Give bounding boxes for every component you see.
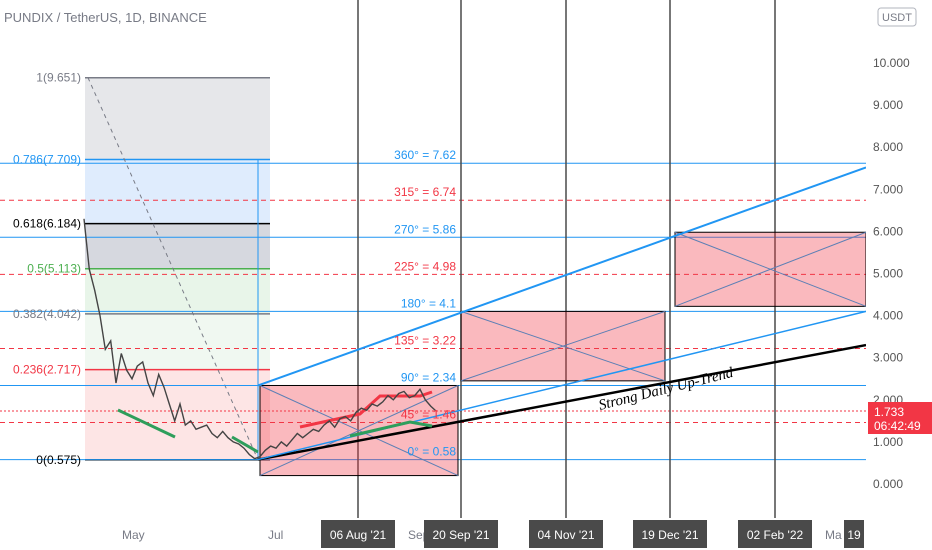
support-segment [231,435,259,454]
fib-zone [85,77,270,160]
date-marker-label: 04 Nov '21 [538,528,595,542]
fib-diagonal [87,77,259,460]
time-tick-label: Ma [825,528,842,542]
date-marker-label: 02 Feb '22 [747,528,804,542]
date-marker-label: 19 [847,528,861,542]
price-tick-label: 9.000 [873,98,903,112]
current-price-tag [868,402,932,434]
gann-label: 360° = 7.62 [394,148,456,162]
chart-title: PUNDIX / TetherUS, 1D, BINANCE [4,10,207,25]
price-tick-label: 0.000 [873,477,903,491]
support-segment [117,408,176,439]
countdown: 06:42:49 [874,419,921,433]
currency-badge-box[interactable] [877,7,917,27]
gann-label: 225° = 4.98 [394,259,456,273]
fib-label: 0.786(7.709) [13,152,81,166]
date-marker-bg [321,520,395,548]
gann-box-diagonal [460,310,666,382]
gann-label: 45° = 1.46 [401,408,457,422]
gann-label: 135° = 3.22 [394,333,456,347]
date-marker-bg [738,520,812,548]
fib-label: 0.382(4.042) [13,307,81,321]
fib-zone [85,313,270,370]
gann-box-diagonal [674,231,867,307]
gann-labels: 360° = 7.62 315° = 6.74 270° = 5.86 225° = … [394,148,456,458]
price-tick-label: 3.000 [873,351,903,365]
gann-label: 90° = 2.34 [401,370,457,384]
fib-labels: 1(9.651) 0.786(7.709) 0.618(6.184) 0.5(5.11… [13,71,81,467]
fib-zone [85,223,270,269]
date-marker-bg [844,520,864,548]
gann-label: 180° = 4.1 [401,296,457,310]
fib-retracement-zones [85,76,270,461]
date-marker-label: 19 Dec '21 [642,528,699,542]
date-marker-bg [633,520,707,548]
date-marker-bg [529,520,603,548]
fib-zone [85,159,270,224]
date-markers: 06 Aug '21 20 Sep '21 04 Nov '21 19 Dec '21… [321,520,864,548]
time-tick-label: Jul [268,528,283,542]
gann-label: 315° = 6.74 [394,185,456,199]
fib-label: 0.236(2.717) [13,363,81,377]
up-trend-line [257,343,867,461]
gann-label: 270° = 5.86 [394,222,456,236]
fib-label: 1(9.651) [36,71,81,85]
price-tick-label: 5.000 [873,267,903,281]
fib-zone [85,268,270,314]
fib-label: 0.618(6.184) [13,217,81,231]
price-tick-label: 1.000 [873,435,903,449]
price-tick-label: 8.000 [873,140,903,154]
fib-label: 0.5(5.113) [27,262,81,276]
current-price: 1.733 [874,405,904,419]
gann-label: 0° = 0.58 [407,445,456,459]
date-marker-label: 20 Sep '21 [432,528,489,542]
channel-upper-line [257,166,867,387]
price-line [83,218,437,460]
date-marker-label: 06 Aug '21 [330,528,387,542]
support-segment [349,420,433,438]
price-series [83,218,437,460]
price-tick-label: 6.000 [873,224,903,238]
date-marker-bg [424,520,498,548]
price-tick-label: 10.000 [873,56,910,70]
currency-badge: USDT [882,12,912,24]
fib-label: 0(0.575) [36,453,81,467]
time-tick-label: May [122,528,145,542]
gann-boxes [259,231,867,477]
price-tick-label: 7.000 [873,182,903,196]
price-tick-label: 4.000 [873,309,903,323]
